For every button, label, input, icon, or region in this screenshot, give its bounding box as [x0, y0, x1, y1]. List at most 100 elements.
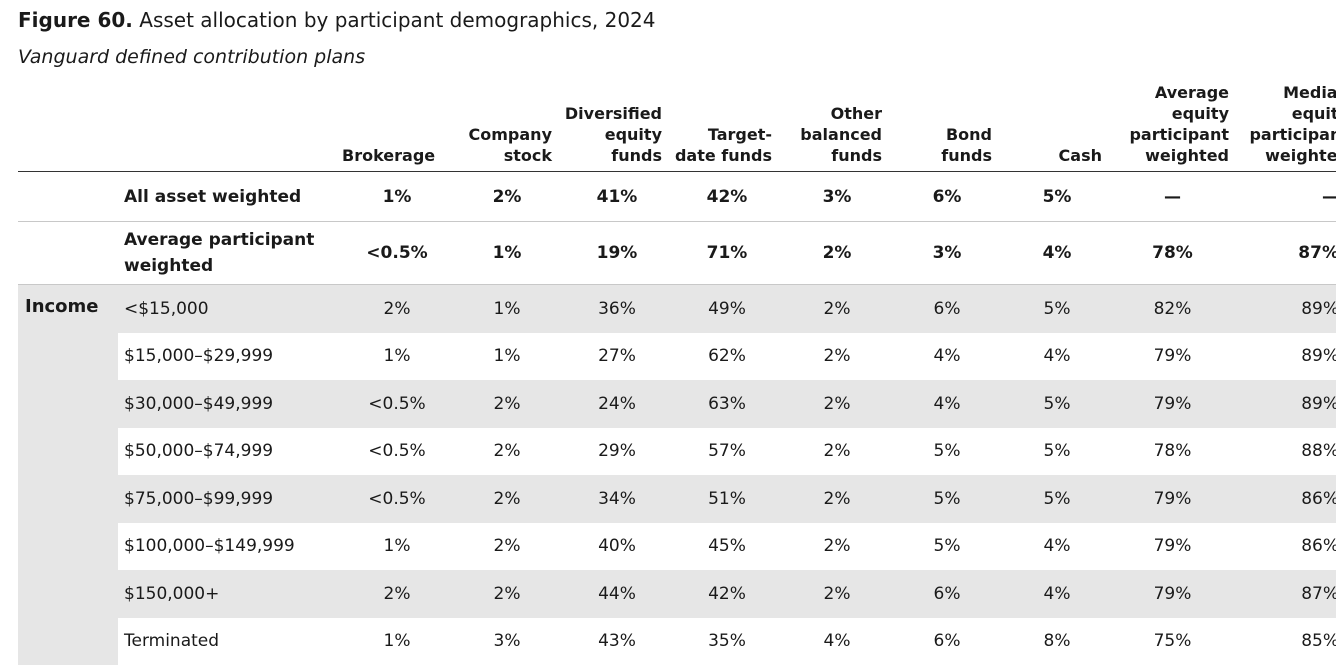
- header-empty-group: [18, 72, 118, 172]
- cell-bond: 4%: [892, 380, 1002, 428]
- header-bond: Bond funds: [892, 72, 1002, 172]
- cell-brokerage: 1%: [342, 333, 452, 381]
- cell-cash: 5%: [1002, 172, 1112, 222]
- cell-other-balanced: 2%: [782, 475, 892, 523]
- cell-avg-equity-pw: —: [1112, 172, 1233, 222]
- cell-avg-equity-pw: 79%: [1112, 380, 1233, 428]
- row-label: All asset weighted: [118, 172, 342, 222]
- cell-avg-equity-pw: 79%: [1112, 523, 1233, 571]
- cell-other-balanced: 2%: [782, 333, 892, 381]
- asset-allocation-table: Brokerage Company stock Diversified equi…: [18, 72, 1336, 665]
- cell-diversified-equity: 19%: [562, 222, 672, 285]
- group-cell-empty: [18, 172, 118, 222]
- cell-target-date: 45%: [672, 523, 782, 571]
- cell-target-date: 62%: [672, 333, 782, 381]
- cell-median-equity-pw: 89%: [1233, 285, 1336, 333]
- cell-brokerage: 2%: [342, 570, 452, 618]
- cell-company-stock: 2%: [452, 570, 562, 618]
- cell-avg-equity-pw: 78%: [1112, 222, 1233, 285]
- cell-avg-equity-pw: 79%: [1112, 570, 1233, 618]
- cell-other-balanced: 2%: [782, 222, 892, 285]
- figure-title-text: Asset allocation by participant demograp…: [139, 8, 655, 32]
- cell-bond: 6%: [892, 172, 1002, 222]
- cell-other-balanced: 4%: [782, 618, 892, 665]
- cell-company-stock: 1%: [452, 222, 562, 285]
- cell-company-stock: 2%: [452, 475, 562, 523]
- cell-median-equity-pw: 88%: [1233, 428, 1336, 476]
- cell-median-equity-pw: 85%: [1233, 618, 1336, 665]
- cell-cash: 4%: [1002, 333, 1112, 381]
- cell-median-equity-pw: 86%: [1233, 475, 1336, 523]
- header-empty-label: [118, 72, 342, 172]
- cell-diversified-equity: 36%: [562, 285, 672, 333]
- row-label: Terminated: [118, 618, 342, 665]
- cell-bond: 5%: [892, 428, 1002, 476]
- row-label: Average participant weighted: [118, 222, 342, 285]
- header-cash: Cash: [1002, 72, 1112, 172]
- cell-target-date: 63%: [672, 380, 782, 428]
- cell-bond: 5%: [892, 475, 1002, 523]
- cell-diversified-equity: 27%: [562, 333, 672, 381]
- cell-target-date: 49%: [672, 285, 782, 333]
- table-row: $75,000–$99,999<0.5%2%34%51%2%5%5%79%86%: [18, 475, 1336, 523]
- cell-avg-equity-pw: 78%: [1112, 428, 1233, 476]
- cell-cash: 5%: [1002, 380, 1112, 428]
- cell-company-stock: 2%: [452, 172, 562, 222]
- row-label: $75,000–$99,999: [118, 475, 342, 523]
- cell-company-stock: 1%: [452, 285, 562, 333]
- cell-brokerage: 1%: [342, 172, 452, 222]
- header-target-date: Target-date funds: [672, 72, 782, 172]
- cell-cash: 4%: [1002, 570, 1112, 618]
- figure-subtitle: Vanguard defined contribution plans: [18, 46, 365, 68]
- cell-diversified-equity: 41%: [562, 172, 672, 222]
- row-label: $15,000–$29,999: [118, 333, 342, 381]
- row-label: $100,000–$149,999: [118, 523, 342, 571]
- row-label: $50,000–$74,999: [118, 428, 342, 476]
- header-company-stock: Company stock: [452, 72, 562, 172]
- cell-avg-equity-pw: 79%: [1112, 333, 1233, 381]
- cell-bond: 6%: [892, 570, 1002, 618]
- cell-avg-equity-pw: 79%: [1112, 475, 1233, 523]
- cell-brokerage: 2%: [342, 285, 452, 333]
- cell-bond: 4%: [892, 333, 1002, 381]
- cell-brokerage: <0.5%: [342, 428, 452, 476]
- cell-target-date: 42%: [672, 172, 782, 222]
- cell-company-stock: 2%: [452, 523, 562, 571]
- cell-brokerage: 1%: [342, 618, 452, 665]
- cell-other-balanced: 3%: [782, 172, 892, 222]
- row-label: $30,000–$49,999: [118, 380, 342, 428]
- cell-target-date: 51%: [672, 475, 782, 523]
- cell-median-equity-pw: 87%: [1233, 222, 1336, 285]
- group-label-income: Income: [18, 285, 118, 665]
- cell-bond: 5%: [892, 523, 1002, 571]
- cell-median-equity-pw: 89%: [1233, 333, 1336, 381]
- cell-other-balanced: 2%: [782, 523, 892, 571]
- header-brokerage: Brokerage: [342, 72, 452, 172]
- cell-cash: 4%: [1002, 222, 1112, 285]
- cell-diversified-equity: 34%: [562, 475, 672, 523]
- row-label: $150,000+: [118, 570, 342, 618]
- cell-cash: 4%: [1002, 523, 1112, 571]
- cell-target-date: 35%: [672, 618, 782, 665]
- figure-label: Figure 60.: [18, 8, 133, 32]
- header-diversified-equity: Diversified equity funds: [562, 72, 672, 172]
- cell-diversified-equity: 40%: [562, 523, 672, 571]
- cell-company-stock: 1%: [452, 333, 562, 381]
- cell-company-stock: 2%: [452, 380, 562, 428]
- cell-target-date: 42%: [672, 570, 782, 618]
- cell-avg-equity-pw: 75%: [1112, 618, 1233, 665]
- figure-title: Figure 60. Asset allocation by participa…: [18, 8, 656, 32]
- cell-bond: 3%: [892, 222, 1002, 285]
- cell-target-date: 71%: [672, 222, 782, 285]
- cell-company-stock: 3%: [452, 618, 562, 665]
- header-avg-equity-pw: Average equity participant weighted: [1112, 72, 1233, 172]
- table-row: $50,000–$74,999<0.5%2%29%57%2%5%5%78%88%: [18, 428, 1336, 476]
- cell-median-equity-pw: 87%: [1233, 570, 1336, 618]
- cell-median-equity-pw: —: [1233, 172, 1336, 222]
- cell-cash: 8%: [1002, 618, 1112, 665]
- cell-brokerage: <0.5%: [342, 475, 452, 523]
